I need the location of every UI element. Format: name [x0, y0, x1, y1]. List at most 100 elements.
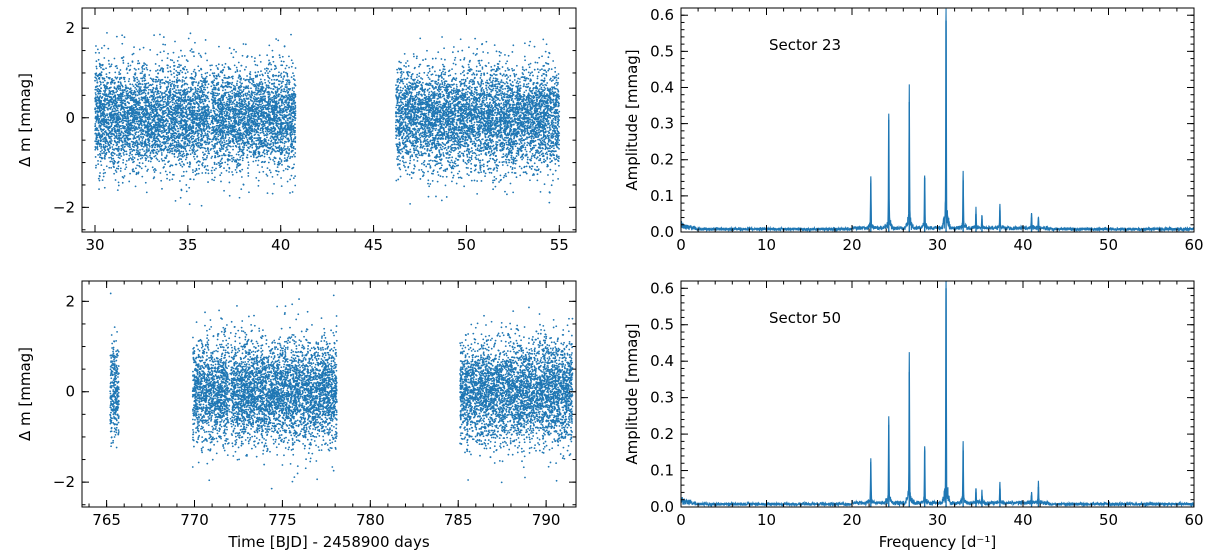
- data-point: [176, 107, 179, 110]
- data-point: [137, 111, 140, 114]
- data-point: [240, 77, 243, 80]
- data-point: [167, 142, 169, 145]
- data-point: [198, 69, 201, 72]
- data-point: [161, 187, 163, 190]
- data-point: [108, 156, 111, 159]
- data-point: [290, 140, 293, 143]
- data-point: [135, 68, 137, 71]
- data-point: [202, 151, 204, 154]
- data-point: [136, 94, 139, 97]
- data-point: [196, 129, 199, 132]
- data-point: [240, 142, 243, 145]
- data-point: [189, 96, 192, 99]
- data-point: [252, 160, 255, 163]
- data-point: [173, 155, 176, 158]
- data-point: [228, 137, 231, 139]
- data-point: [151, 166, 154, 169]
- data-point: [169, 83, 172, 86]
- data-point: [104, 130, 107, 132]
- data-point: [214, 156, 217, 159]
- data-point: [261, 166, 264, 168]
- data-point: [185, 128, 188, 131]
- data-point: [259, 129, 262, 132]
- data-point: [201, 172, 204, 174]
- data-point: [137, 171, 140, 174]
- data-point: [232, 112, 234, 115]
- data-point: [235, 145, 238, 148]
- data-point: [254, 159, 257, 162]
- data-point: [183, 54, 186, 57]
- data-point: [137, 158, 139, 161]
- data-point: [118, 84, 120, 87]
- data-point: [135, 120, 138, 123]
- data-point: [179, 122, 182, 125]
- data-point: [193, 55, 195, 58]
- data-point: [141, 116, 144, 118]
- data-point: [286, 147, 289, 150]
- data-point: [183, 83, 186, 86]
- data-point: [266, 133, 269, 136]
- data-point: [136, 136, 139, 138]
- data-point: [200, 135, 203, 138]
- data-point: [136, 108, 139, 111]
- data-point: [217, 94, 219, 97]
- data-point: [98, 89, 101, 91]
- data-point: [99, 150, 102, 153]
- data-point: [173, 68, 176, 71]
- data-point: [167, 64, 169, 67]
- data-point: [261, 102, 264, 105]
- data-point: [218, 164, 221, 167]
- data-point: [167, 100, 170, 103]
- data-point: [270, 97, 272, 99]
- data-point: [169, 79, 171, 82]
- data-point: [282, 110, 284, 113]
- data-point: [206, 147, 209, 149]
- data-point: [218, 75, 221, 78]
- data-point: [266, 136, 268, 139]
- data-point: [111, 93, 114, 96]
- data-point: [247, 111, 250, 114]
- data-point: [229, 95, 232, 98]
- data-point: [144, 92, 147, 95]
- data-point: [223, 167, 225, 170]
- data-point: [173, 61, 175, 64]
- data-point: [165, 80, 167, 83]
- data-point: [101, 179, 104, 182]
- data-point: [249, 71, 252, 73]
- data-point: [294, 152, 297, 154]
- data-point: [145, 89, 147, 92]
- data-point: [100, 130, 103, 133]
- data-point: [183, 141, 186, 144]
- data-point: [293, 87, 296, 89]
- data-point: [275, 74, 278, 77]
- data-point: [220, 180, 222, 183]
- data-point: [145, 191, 148, 194]
- data-point: [265, 84, 268, 87]
- data-point: [273, 111, 276, 114]
- data-point: [278, 133, 280, 136]
- data-point: [265, 86, 268, 88]
- data-point: [255, 86, 257, 88]
- data-point: [94, 92, 97, 94]
- data-point: [205, 156, 208, 159]
- data-point: [157, 125, 159, 128]
- data-point: [115, 77, 118, 80]
- data-point: [114, 147, 117, 150]
- data-point: [238, 89, 241, 91]
- data-point: [266, 192, 269, 195]
- data-point: [259, 105, 262, 108]
- data-point: [241, 168, 244, 171]
- data-point: [230, 103, 233, 106]
- data-point: [137, 126, 140, 129]
- data-point: [292, 177, 295, 180]
- data-point: [138, 99, 141, 102]
- data-point: [163, 159, 166, 162]
- data-point: [211, 119, 214, 122]
- data-point: [120, 127, 122, 130]
- data-point: [156, 135, 159, 138]
- data-point: [115, 125, 118, 128]
- data-point: [153, 119, 156, 122]
- data-point: [99, 172, 101, 174]
- data-point: [191, 81, 194, 84]
- data-point: [242, 43, 245, 45]
